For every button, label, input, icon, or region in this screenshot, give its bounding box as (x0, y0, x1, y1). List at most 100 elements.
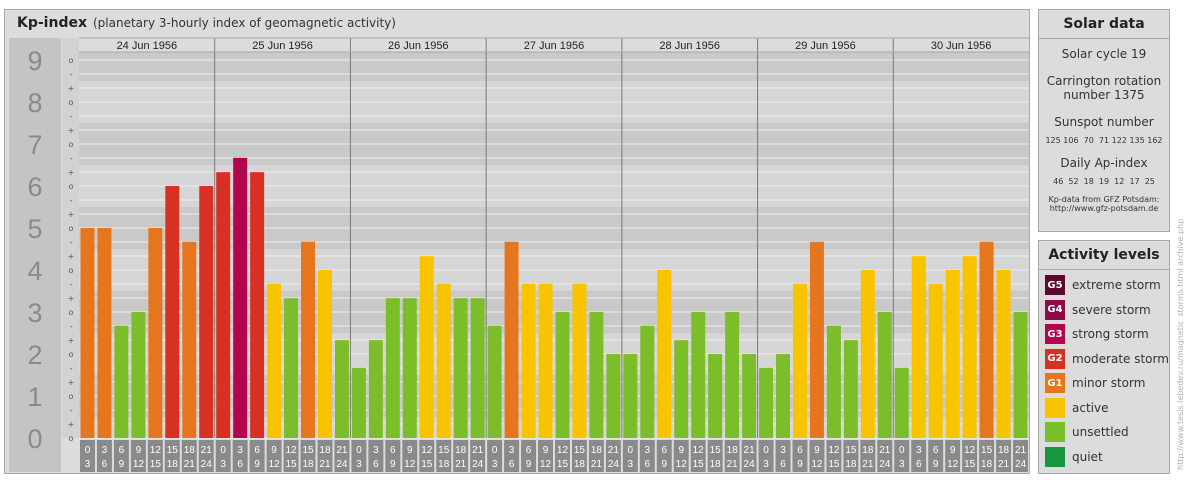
hour-start-label: 21 (336, 445, 348, 456)
day-label: 25 Jun 1956 (252, 40, 313, 52)
hour-start-label: 6 (254, 445, 260, 456)
hour-cell (588, 440, 604, 472)
hour-end-label: 12 (404, 459, 416, 470)
kp-bar (962, 256, 977, 438)
legend-swatch (1045, 422, 1065, 442)
hour-start-label: 6 (390, 445, 396, 456)
day-label: 26 Jun 1956 (388, 40, 449, 52)
hour-start-label: 18 (184, 445, 196, 456)
hour-cell (402, 440, 418, 472)
kp-bar (250, 172, 265, 438)
minor-tick-mark: + (68, 168, 75, 177)
hour-cell (368, 440, 384, 472)
hour-end-label: 3 (220, 459, 226, 470)
solar-cycle: Solar cycle 19 (1061, 47, 1147, 61)
hour-end-label: 3 (763, 459, 769, 470)
hour-cell (639, 440, 655, 472)
kp-bar (165, 186, 180, 438)
legend-item: quiet (1045, 446, 1103, 467)
kp-bar (216, 172, 231, 438)
hour-start-label: 18 (998, 445, 1010, 456)
hour-cell (419, 440, 435, 472)
hour-cell (334, 440, 350, 472)
hour-start-label: 0 (220, 445, 226, 456)
carrington-line-1: Carrington rotation (1046, 74, 1162, 88)
hour-end-label: 9 (254, 459, 260, 470)
hour-start-label: 15 (167, 445, 179, 456)
legend-swatch (1045, 446, 1065, 467)
hour-end-label: 15 (828, 459, 840, 470)
hour-cell (911, 440, 927, 472)
legend-swatch (1045, 397, 1065, 418)
hour-end-label: 12 (133, 459, 145, 470)
minor-tick-mark: + (68, 210, 75, 219)
hour-start-label: 3 (509, 445, 515, 456)
kp-bar (606, 354, 621, 438)
hour-cell (962, 440, 978, 472)
hour-end-label: 6 (102, 459, 108, 470)
kp-bar (928, 283, 943, 438)
kp-bar (725, 312, 740, 438)
legend-swatch: G3 (1045, 324, 1065, 344)
kp-bar (877, 312, 892, 438)
solar-data-panel: Solar data Solar cycle 19 Carrington rot… (1038, 9, 1170, 232)
data-source-label: Kp-data from GFZ Potsdam: (1048, 195, 1160, 204)
minor-tick-mark: + (68, 294, 75, 303)
hour-end-label: 24 (879, 459, 891, 470)
hour-cell (1013, 440, 1028, 472)
legend-label: active (1072, 400, 1109, 415)
kp-band (79, 417, 1029, 438)
carrington-line-2: number 1375 (1063, 88, 1145, 102)
hour-end-label: 24 (336, 459, 348, 470)
hour-cell (826, 440, 842, 472)
hour-cell (724, 440, 740, 472)
hour-start-label: 18 (319, 445, 331, 456)
minor-tick-mark: o (69, 224, 74, 233)
hour-start-label: 12 (421, 445, 433, 456)
kp-bar (640, 325, 655, 438)
hour-end-label: 15 (557, 459, 569, 470)
day-label: 29 Jun 1956 (795, 40, 856, 52)
y-tick-label: 5 (27, 214, 42, 244)
hour-cell (555, 440, 570, 472)
hour-cell (792, 440, 808, 472)
hour-cell (249, 440, 265, 472)
legend-swatch: G4 (1045, 299, 1065, 320)
kp-bar (742, 354, 757, 438)
watermark: http://www.tesis.lebedev.ru/magnetic_sto… (1176, 218, 1184, 470)
kp-bar (284, 298, 299, 438)
hour-end-label: 18 (302, 459, 314, 470)
hour-start-label: 15 (438, 445, 450, 456)
hour-cell (928, 440, 944, 472)
hour-start-label: 15 (710, 445, 722, 456)
kp-chart-panel: 0 1 2 3 4 5 6 7 8 9 o + o + - o + - o + - o + - o + - o + - o + - o + - o -24… (4, 9, 1030, 474)
legend-item: G1 minor storm (1045, 373, 1145, 393)
legend-label: minor storm (1072, 376, 1146, 390)
hour-end-label: 21 (455, 459, 467, 470)
hour-cell (945, 440, 961, 472)
hour-start-label: 3 (916, 445, 922, 456)
kp-bar (453, 298, 468, 438)
legend-item: G2 moderate storm (1045, 348, 1169, 369)
minor-tick-mark: + (68, 378, 75, 387)
legend-item: unsettled (1045, 422, 1129, 442)
minor-tick-mark: o (69, 140, 74, 149)
kp-bar (572, 283, 587, 438)
y-tick-label: 1 (27, 382, 42, 412)
legend-item: G5 extreme storm (1045, 275, 1161, 295)
hour-start-label: 0 (899, 445, 905, 456)
hour-start-label: 9 (678, 445, 684, 456)
kp-bar (148, 228, 163, 438)
kp-bar (368, 340, 383, 438)
y-tick-label: 3 (27, 298, 42, 328)
legend-swatch: G5 (1045, 275, 1065, 295)
hour-end-label: 3 (492, 459, 498, 470)
ap-index-values: 46 52 18 19 12 17 25 (1053, 177, 1155, 186)
hour-end-label: 12 (676, 459, 688, 470)
hour-end-label: 15 (964, 459, 976, 470)
solar-data-title: Solar data (1039, 10, 1169, 39)
kp-bar (419, 256, 434, 438)
kp-bar (996, 270, 1011, 438)
hour-cell (758, 440, 774, 472)
chart-header: Kp-index (planetary 3-hourly index of geo… (17, 15, 396, 31)
